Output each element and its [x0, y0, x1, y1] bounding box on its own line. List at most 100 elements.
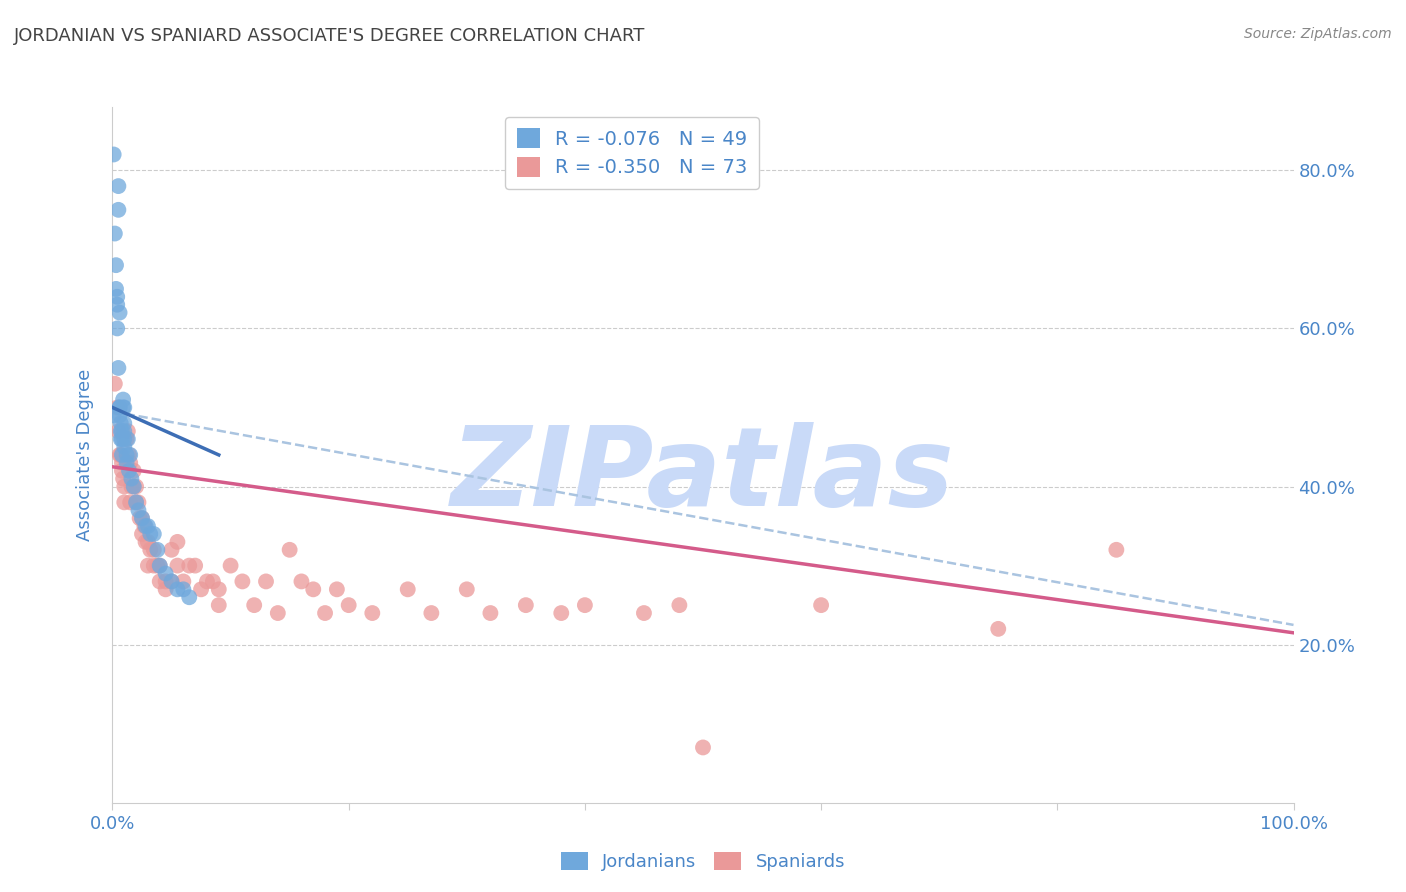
Point: [314, 606, 336, 620]
Point: [128, 511, 150, 525]
Point: [105, 258, 128, 272]
Point: [361, 606, 384, 620]
Point: [118, 464, 141, 478]
Point: [668, 598, 690, 612]
Point: [160, 542, 183, 557]
Point: [117, 424, 139, 438]
Point: [550, 606, 572, 620]
Point: [231, 574, 253, 589]
Point: [103, 409, 125, 423]
Point: [110, 424, 132, 438]
Point: [515, 598, 537, 612]
Point: [135, 519, 157, 533]
Point: [208, 598, 231, 612]
Point: [117, 432, 139, 446]
Point: [1105, 542, 1128, 557]
Point: [112, 392, 135, 407]
Point: [125, 495, 148, 509]
Point: [166, 582, 188, 597]
Point: [105, 298, 128, 312]
Point: [337, 598, 360, 612]
Point: [112, 417, 135, 431]
Point: [135, 534, 157, 549]
Point: [105, 282, 128, 296]
Point: [120, 472, 142, 486]
Point: [139, 527, 162, 541]
Point: [105, 290, 128, 304]
Point: [122, 464, 145, 478]
Point: [120, 479, 142, 493]
Point: [146, 558, 169, 573]
Point: [120, 495, 142, 509]
Point: [134, 519, 156, 533]
Point: [302, 582, 325, 597]
Point: [166, 534, 188, 549]
Point: [108, 409, 131, 423]
Point: [108, 401, 131, 415]
Point: [110, 448, 132, 462]
Point: [142, 542, 165, 557]
Point: [112, 495, 135, 509]
Point: [112, 401, 135, 415]
Point: [179, 591, 201, 605]
Point: [149, 558, 172, 573]
Point: [112, 432, 135, 446]
Point: [149, 574, 172, 589]
Point: [115, 432, 138, 446]
Point: [136, 519, 159, 533]
Point: [633, 606, 655, 620]
Point: [155, 574, 177, 589]
Point: [108, 448, 131, 462]
Point: [278, 542, 301, 557]
Point: [146, 542, 169, 557]
Point: [574, 598, 596, 612]
Point: [111, 448, 134, 462]
Point: [111, 424, 134, 438]
Point: [195, 574, 218, 589]
Point: [127, 503, 149, 517]
Point: [456, 582, 478, 597]
Point: [420, 606, 443, 620]
Point: [104, 227, 127, 241]
Point: [172, 582, 194, 597]
Point: [110, 432, 132, 446]
Point: [118, 448, 141, 462]
Point: [104, 376, 127, 391]
Point: [155, 582, 177, 597]
Point: [105, 401, 128, 415]
Point: [172, 574, 194, 589]
Point: [122, 479, 145, 493]
Point: [142, 527, 165, 541]
Point: [987, 622, 1010, 636]
Point: [160, 574, 183, 589]
Point: [219, 558, 242, 573]
Point: [105, 321, 128, 335]
Point: [479, 606, 502, 620]
Point: [125, 495, 148, 509]
Point: [254, 574, 277, 589]
Point: [108, 401, 131, 415]
Point: [112, 401, 135, 415]
Point: [115, 448, 138, 462]
Point: [810, 598, 832, 612]
Text: Source: ZipAtlas.com: Source: ZipAtlas.com: [1244, 27, 1392, 41]
Y-axis label: Associate's Degree: Associate's Degree: [76, 368, 94, 541]
Point: [201, 574, 224, 589]
Point: [108, 305, 131, 319]
Point: [190, 582, 212, 597]
Point: [120, 456, 142, 470]
Point: [179, 558, 201, 573]
Legend: Jordanians, Spaniards: Jordanians, Spaniards: [554, 845, 852, 879]
Point: [243, 598, 266, 612]
Point: [103, 147, 125, 161]
Point: [107, 424, 129, 438]
Point: [139, 542, 162, 557]
Point: [326, 582, 349, 597]
Point: [107, 360, 129, 375]
Text: JORDANIAN VS SPANIARD ASSOCIATE'S DEGREE CORRELATION CHART: JORDANIAN VS SPANIARD ASSOCIATE'S DEGREE…: [14, 27, 645, 45]
Point: [127, 495, 149, 509]
Point: [122, 479, 145, 493]
Point: [111, 456, 134, 470]
Point: [107, 202, 129, 217]
Text: ZIPatlas: ZIPatlas: [451, 422, 955, 529]
